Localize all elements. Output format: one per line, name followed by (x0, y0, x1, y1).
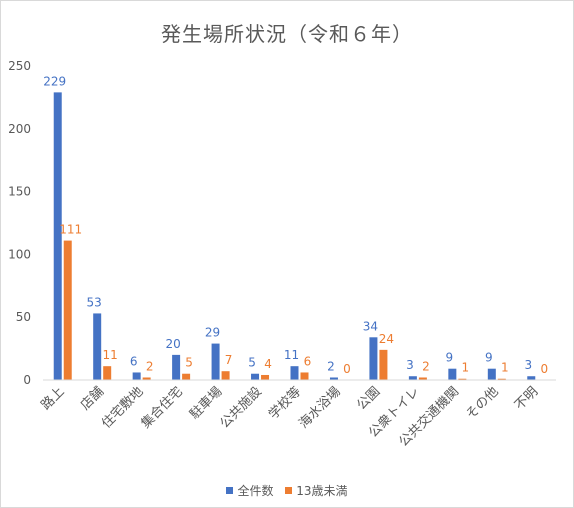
bar-all-2 (132, 372, 141, 380)
y-tick-label-2: 100 (8, 247, 31, 261)
x-tick-label-8: 公園 (354, 384, 383, 413)
data-label-under13-8: 24 (379, 332, 394, 346)
x-tick-label-11: その他 (463, 384, 501, 422)
bar-under13-0 (63, 240, 72, 380)
legend-item-all: 全件数 (226, 482, 273, 499)
bar-all-11 (487, 368, 496, 380)
x-tick-label-7: 海水浴場 (296, 384, 343, 431)
bar-under13-4 (221, 371, 230, 380)
data-label-under13-3: 5 (185, 356, 193, 370)
data-label-under13-11: 1 (501, 361, 509, 375)
bar-all-5 (251, 373, 260, 380)
x-tick-label-3: 集合住宅 (138, 384, 186, 432)
x-tick-label-5: 公共施設 (217, 384, 265, 432)
data-label-all-10: 9 (446, 351, 454, 365)
data-label-all-12: 3 (524, 358, 532, 372)
bar-all-0 (53, 92, 62, 380)
bar-all-7 (329, 377, 338, 380)
data-label-all-3: 20 (165, 337, 180, 351)
data-label-all-5: 5 (248, 356, 256, 370)
data-label-all-0: 229 (43, 74, 66, 88)
bar-all-1 (93, 313, 102, 380)
bar-under13-1 (103, 366, 112, 380)
data-label-under13-5: 4 (264, 357, 272, 371)
bar-all-8 (369, 337, 378, 380)
y-tick-label-5: 250 (8, 59, 31, 73)
y-axis: 0 50 100 150 200 250 (8, 59, 31, 387)
y-tick-label-4: 200 (8, 122, 31, 136)
bar-under13-10 (458, 378, 467, 380)
x-tick-label-4: 駐車場 (187, 384, 225, 422)
bar-all-12 (527, 376, 536, 380)
bar-all-4 (211, 343, 220, 380)
x-axis: 路上 店舗住宅敷地集合住宅 駐車場公共施設 学校等海水浴場 公園公衆トイレ公共交通機関そ… (38, 379, 556, 450)
bar-under13-9 (418, 377, 427, 380)
y-tick-label-1: 50 (16, 310, 31, 324)
legend-label-all: 全件数 (237, 484, 274, 498)
data-label-under13-12: 0 (540, 362, 548, 376)
x-tick-label-12: 不明 (512, 384, 541, 413)
bar-under13-8 (379, 349, 388, 380)
data-label-under13-2: 2 (146, 359, 154, 373)
data-label-under13-1: 11 (103, 348, 118, 362)
data-label-under13-4: 7 (225, 353, 233, 367)
data-label-all-9: 3 (406, 358, 414, 372)
x-tick-label-0: 路上 (38, 384, 68, 414)
x-tick-label-6: 学校等 (265, 384, 304, 423)
legend-swatch-under13 (285, 487, 293, 494)
chart-title: 発生場所状況（令和６年） (161, 22, 413, 46)
data-label-under13-7: 0 (343, 362, 351, 376)
bar-under13-3 (182, 373, 191, 380)
data-label-all-1: 53 (87, 295, 102, 309)
bar-under13-2 (142, 377, 151, 380)
data-label-under13-0: 111 (59, 223, 82, 237)
bars (53, 92, 536, 380)
bar-all-3 (172, 354, 181, 380)
legend: 全件数 13歳未満 (0, 482, 574, 499)
data-label-all-7: 2 (327, 359, 335, 373)
y-tick-label-0: 0 (23, 373, 31, 387)
data-label-all-8: 34 (363, 319, 378, 333)
data-label-all-4: 29 (205, 326, 220, 340)
bar-all-10 (448, 368, 457, 380)
bar-under13-5 (261, 374, 270, 380)
bar-all-6 (290, 366, 299, 380)
data-label-under13-9: 2 (422, 359, 430, 373)
legend-label-under13: 13歳未満 (296, 484, 348, 498)
data-label-all-11: 9 (485, 351, 493, 365)
bar-all-9 (408, 376, 417, 380)
bar-under13-6 (300, 372, 309, 380)
legend-swatch-all (226, 487, 234, 494)
bar-under13-11 (497, 378, 506, 380)
data-label-under13-6: 6 (304, 354, 312, 368)
data-label-all-6: 11 (284, 348, 299, 362)
legend-item-under13: 13歳未満 (285, 482, 348, 499)
x-tick-label-2: 住宅敷地 (99, 384, 146, 431)
y-tick-label-3: 150 (8, 185, 31, 199)
data-label-under13-10: 1 (462, 361, 470, 375)
x-tick-label-1: 店舗 (78, 384, 107, 413)
data-label-all-2: 6 (130, 354, 138, 368)
